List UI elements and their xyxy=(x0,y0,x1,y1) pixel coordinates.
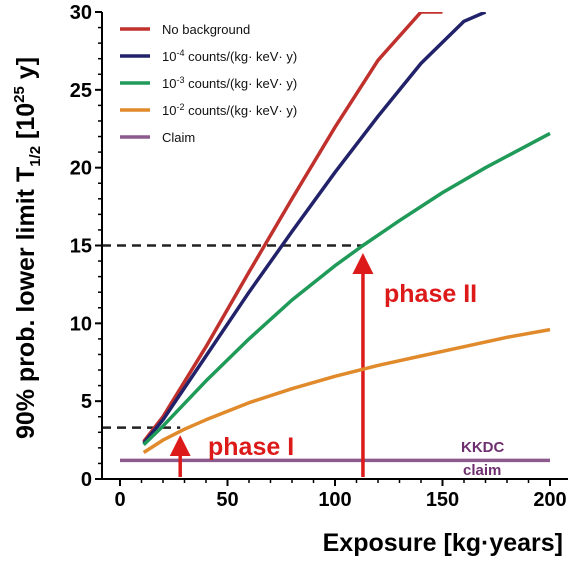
phase-label-1: phase I xyxy=(208,433,294,461)
claim-annotation-line-2: claim xyxy=(463,462,501,479)
y-tick-label-10: 10 xyxy=(70,313,92,335)
x-tick-label-100: 100 xyxy=(318,489,351,511)
y-tick-label-30: 30 xyxy=(70,2,92,24)
y-tick-label-20: 20 xyxy=(70,158,92,180)
x-tick-label-0: 0 xyxy=(114,489,125,511)
y-tick-label-25: 25 xyxy=(70,80,92,102)
y-axis-title-subscript: 1/2 xyxy=(27,146,44,167)
tick-labels: 0 50 100 150 200 0 5 10 15 20 25 30 xyxy=(70,2,567,511)
y-axis-title-exponent: 25 xyxy=(11,86,28,103)
x-tick-label-150: 150 xyxy=(426,489,459,511)
axes xyxy=(95,11,568,486)
series-line-no-background xyxy=(142,12,443,443)
y-axis-title: 90% prob. lower limit T1/2 [1025 y] xyxy=(11,57,44,439)
series-line-1e-3 xyxy=(142,131,551,447)
series-group xyxy=(142,12,551,454)
legend-entry-claim-label: Claim xyxy=(162,130,195,145)
series-line-1e-4 xyxy=(142,12,487,445)
legend: No background 10-4 counts/(kg· keV· y) 10-… xyxy=(120,22,297,145)
y-tick-label-15: 15 xyxy=(70,236,92,258)
chart-marks: phase I phase II KKDC claim xyxy=(102,12,551,479)
y-axis-title-main: 90% prob. lower limit T xyxy=(12,167,40,439)
legend-entry-1e-4-label: 10-4 counts/(kg· keV· y) xyxy=(162,48,297,64)
y-axis-title-end: y] xyxy=(12,57,40,86)
y-axis-title-text: 90% prob. lower limit T1/2 [1025 y] xyxy=(11,57,44,439)
x-tick-label-200: 200 xyxy=(533,489,566,511)
phase-label-2: phase II xyxy=(384,280,477,308)
legend-entry-1e-2-label: 10-2 counts/(kg· keV· y) xyxy=(162,102,297,118)
legend-entry-no-background-label: No background xyxy=(162,22,250,37)
y-axis-title-unit: [10 xyxy=(12,103,40,139)
x-axis-title: Exposure [kg·years] xyxy=(323,529,563,557)
x-tick-label-50: 50 xyxy=(216,489,238,511)
claim-annotation-line-1: KKDC xyxy=(461,439,504,456)
series-line-1e-2 xyxy=(142,327,551,454)
y-tick-label-0: 0 xyxy=(81,469,92,491)
y-tick-label-5: 5 xyxy=(81,391,92,413)
legend-entry-1e-3-label: 10-3 counts/(kg· keV· y) xyxy=(162,75,297,91)
